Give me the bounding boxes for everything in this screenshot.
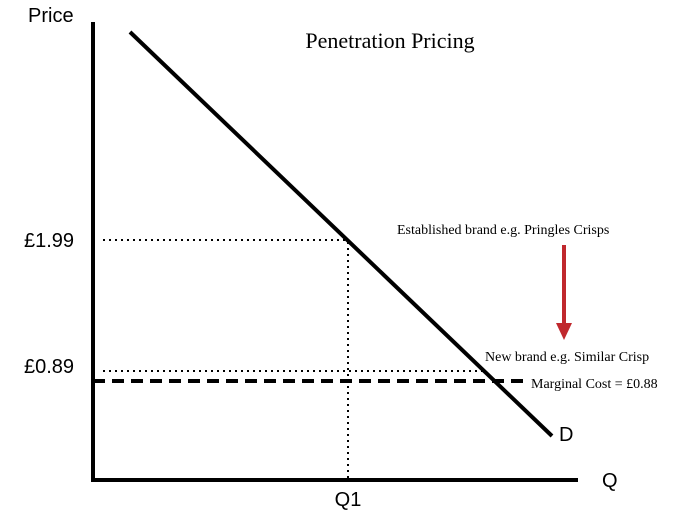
price-high-tick: £1.99 (24, 230, 74, 252)
marginal-cost-annotation: Marginal Cost = £0.88 (531, 377, 658, 392)
established-brand-annotation: Established brand e.g. Pringles Crisps (397, 223, 609, 238)
diagram-title: Penetration Pricing (305, 28, 474, 53)
demand-curve (128, 30, 554, 438)
quantity-tick: Q1 (335, 489, 362, 511)
price-low-tick: £0.89 (24, 356, 74, 378)
demand-curve-label: D (559, 424, 573, 446)
x-axis-label: Q (602, 470, 618, 492)
down-arrow-icon (556, 323, 572, 340)
y-axis-label: Price (28, 5, 74, 27)
new-brand-annotation: New brand e.g. Similar Crisp (485, 350, 649, 365)
